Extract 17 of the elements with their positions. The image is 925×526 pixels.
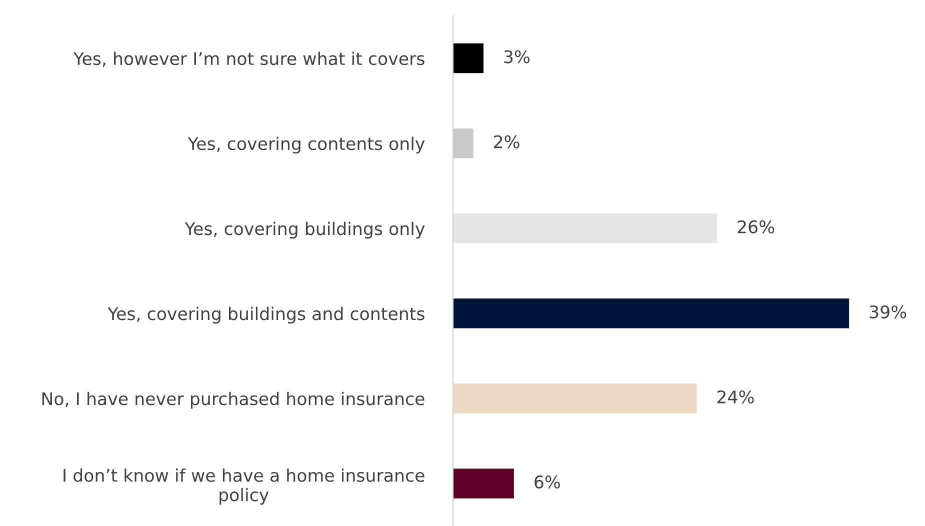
y-tick-label: No, I have never purchased home insurance: [42, 392, 424, 409]
data-label: 39%: [870, 305, 906, 318]
y-tick-label: I don’t know if we have a home insurance policy: [64, 468, 424, 505]
data-label: 26%: [738, 220, 774, 234]
data-label: 3%: [504, 50, 530, 64]
bar: [453, 213, 718, 244]
y-tick-label: Yes, however I’m not sure what it covers: [73, 52, 424, 67]
y-tick-label: Yes, covering buildings and contents: [108, 306, 424, 324]
bar: [453, 384, 697, 414]
bar: [453, 468, 514, 498]
data-label: 6%: [534, 475, 560, 489]
data-label: 24%: [717, 390, 754, 404]
data-label: 2%: [494, 135, 520, 148]
bar: [453, 43, 484, 74]
bar: [453, 298, 850, 328]
y-tick-label: Yes, covering buildings only: [184, 222, 425, 239]
y-tick-label: Yes, covering contents only: [188, 136, 425, 154]
